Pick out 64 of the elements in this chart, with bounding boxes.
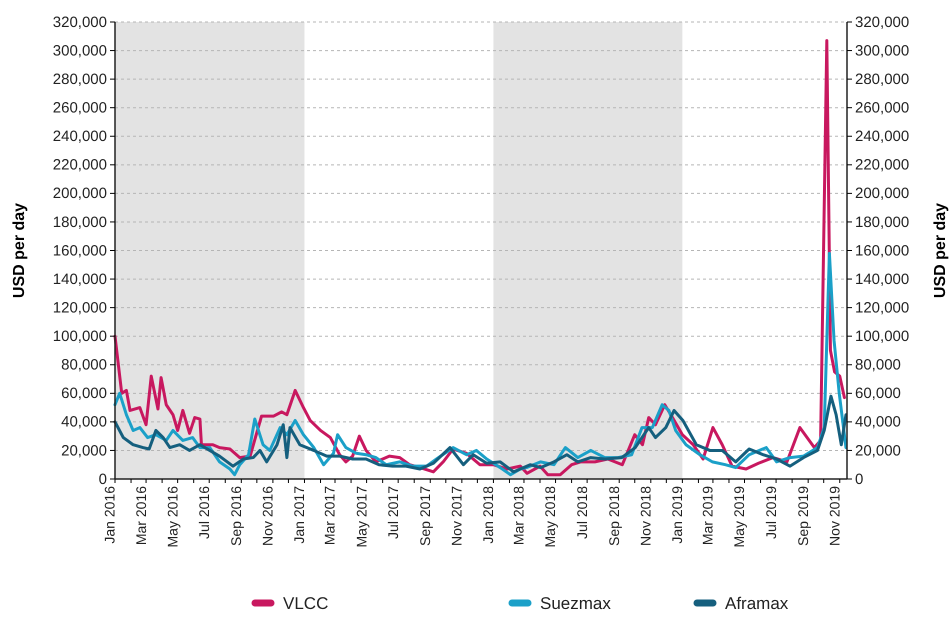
y2-tick-label: 320,000: [855, 14, 910, 31]
y2-tick-label: 40,000: [855, 414, 901, 431]
y-tick-label: 260,000: [52, 99, 107, 116]
x-tick-label: Jan 2016: [102, 486, 118, 544]
x-tick-label: Mar 2016: [132, 486, 149, 546]
y-tick-label: 120,000: [52, 299, 107, 316]
y-tick-label: 280,000: [52, 70, 107, 88]
y-tick-label: 180,000: [52, 214, 107, 231]
x-tick-label: Sep 2018: [606, 486, 622, 546]
x-tick-label: May 2017: [353, 486, 370, 548]
x-tick-label: Mar 2019: [700, 486, 716, 546]
y2-tick-label: 180,000: [855, 214, 910, 231]
y2-tick-label: 260,000: [855, 99, 910, 116]
x-tick-label: Mar 2018: [510, 486, 527, 546]
y2-tick-label: 120,000: [855, 299, 910, 316]
y2-tick-label: 60,000: [855, 385, 901, 402]
x-tick-label: Nov 2016: [260, 486, 276, 546]
y-tick-label: 0: [98, 470, 107, 488]
legend-label: Suezmax: [540, 594, 612, 613]
x-tick-label: Jul 2018: [574, 486, 590, 539]
y-tick-label: 100,000: [52, 328, 107, 345]
x-tick-label: Jan 2019: [669, 486, 686, 544]
y2-tick-label: 240,000: [855, 128, 910, 146]
x-tick-label: May 2019: [731, 486, 748, 548]
y2-tick-label: 160,000: [855, 242, 910, 260]
y-tick-label: 220,000: [52, 156, 107, 174]
y2-tick-label: 20,000: [855, 442, 901, 460]
x-tick-label: Sep 2016: [228, 486, 244, 546]
x-tick-label: Jul 2016: [196, 486, 212, 539]
y-axis-title: USD per day: [11, 202, 28, 298]
y2-tick-label: 140,000: [855, 270, 910, 288]
x-tick-label: Sep 2019: [794, 486, 811, 546]
x-tick-label: Nov 2019: [826, 486, 842, 546]
x-tick-label: Jul 2017: [384, 486, 401, 539]
x-tick-label: Nov 2018: [638, 486, 654, 546]
y2-tick-label: 280,000: [855, 70, 910, 88]
legend-label: VLCC: [283, 594, 328, 613]
y2-tick-label: 300,000: [855, 42, 910, 60]
y-tick-label: 40,000: [61, 414, 107, 431]
x-tick-label: Jan 2017: [291, 486, 308, 544]
y-tick-label: 300,000: [52, 42, 107, 60]
x-tick-label: Jan 2018: [480, 486, 496, 544]
x-tick-label: Nov 2017: [448, 486, 465, 546]
x-tick-label: May 2018: [542, 486, 558, 548]
y-tick-label: 200,000: [52, 185, 107, 202]
y2-tick-label: 200,000: [855, 185, 910, 202]
y-tick-label: 80,000: [61, 356, 107, 374]
y2-tick-label: 0: [855, 470, 864, 488]
y-tick-label: 320,000: [52, 14, 107, 31]
y2-tick-label: 80,000: [855, 356, 901, 374]
y2-tick-label: 100,000: [855, 328, 910, 345]
x-tick-label: Jul 2019: [762, 486, 779, 539]
y-tick-label: 160,000: [52, 242, 107, 260]
y-tick-label: 240,000: [52, 128, 107, 146]
x-tick-label: Mar 2017: [322, 486, 338, 546]
y-tick-label: 140,000: [52, 270, 107, 288]
x-tick-label: May 2016: [164, 486, 180, 548]
y-tick-label: 60,000: [61, 385, 107, 402]
line-series: [114, 394, 848, 474]
y2-axis-title: USD per day: [932, 202, 949, 298]
x-tick-label: Sep 2017: [416, 486, 433, 546]
y2-tick-label: 220,000: [855, 156, 910, 174]
legend-label: Aframax: [725, 594, 789, 613]
y-tick-label: 20,000: [61, 442, 107, 460]
